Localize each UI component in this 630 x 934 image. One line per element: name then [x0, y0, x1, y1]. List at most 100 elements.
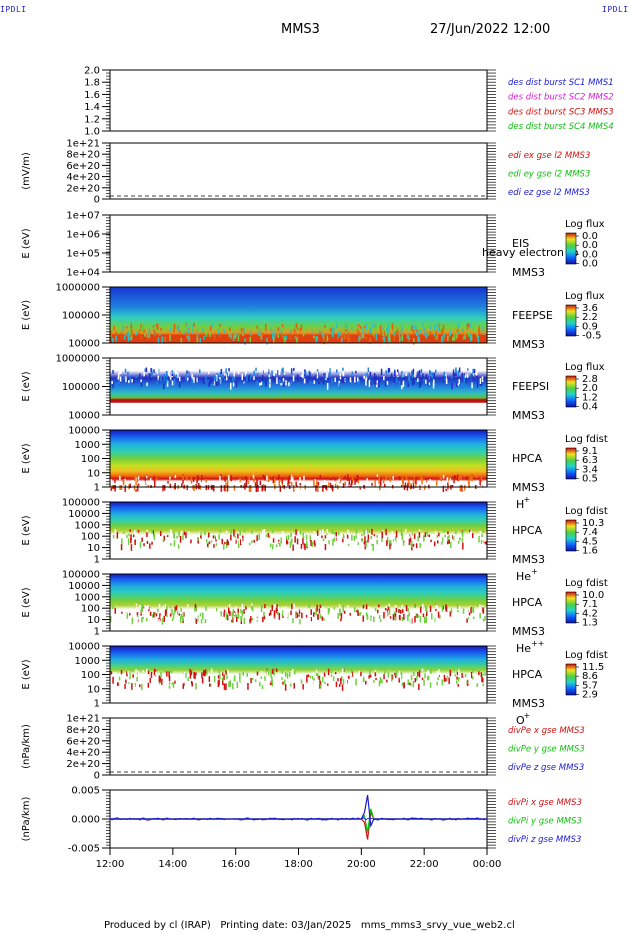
- texture-dot: [379, 619, 382, 623]
- texture-dot: [402, 477, 404, 483]
- texture-dot: [438, 674, 441, 677]
- legend-entry: des dist burst SC4 MMS4: [508, 122, 614, 132]
- texture-dot: [445, 540, 447, 546]
- instrument-name: FEEPSE: [512, 309, 553, 322]
- texture-dot: [153, 475, 156, 482]
- texture-dot: [253, 539, 255, 543]
- texture-dot: [357, 480, 360, 484]
- texture-dot: [370, 381, 372, 386]
- texture-dot: [258, 533, 260, 540]
- texture-dot: [196, 335, 199, 343]
- heatmap-feepse: [110, 287, 487, 343]
- texture-dot: [278, 479, 280, 486]
- texture-dot: [131, 683, 133, 690]
- texture-dot: [271, 605, 273, 611]
- texture-dot: [166, 605, 168, 610]
- texture-dot: [112, 535, 115, 539]
- texture-dot: [425, 379, 427, 384]
- texture-dot: [394, 613, 397, 620]
- colorbar-tick-label: 6.3: [582, 455, 598, 466]
- texture-dot: [419, 330, 422, 333]
- texture-dot: [448, 535, 450, 538]
- texture-dot: [401, 474, 403, 477]
- texture-dot: [272, 332, 274, 340]
- texture-dot: [126, 326, 128, 329]
- texture-dot: [369, 371, 372, 378]
- texture-dot: [176, 485, 178, 492]
- texture-dot: [467, 323, 470, 326]
- texture-dot: [371, 611, 374, 617]
- texture-dot: [436, 604, 438, 609]
- texture-dot: [164, 669, 166, 673]
- texture-dot: [425, 607, 428, 613]
- texture-dot: [274, 330, 276, 338]
- texture-dot: [440, 542, 443, 545]
- texture-dot: [441, 679, 443, 684]
- texture-dot: [313, 531, 315, 534]
- texture-dot: [276, 618, 278, 623]
- texture-dot: [445, 675, 447, 678]
- texture-dot: [146, 680, 149, 683]
- y-tick-label: 100: [81, 670, 100, 681]
- y-tick-label: 10: [87, 468, 100, 479]
- texture-dot: [205, 332, 208, 337]
- texture-dot: [454, 539, 457, 543]
- texture-dot: [110, 337, 112, 341]
- texture-dot: [288, 475, 291, 479]
- texture-dot: [476, 380, 479, 388]
- texture-dot: [213, 381, 215, 386]
- texture-dot: [370, 368, 372, 372]
- texture-dot: [147, 670, 150, 677]
- texture-dot: [188, 371, 190, 375]
- texture-dot: [318, 675, 320, 680]
- texture-dot: [275, 369, 277, 374]
- texture-dot: [213, 610, 216, 617]
- texture-dot: [459, 537, 461, 541]
- texture-dot: [180, 337, 183, 344]
- texture-dot: [217, 679, 219, 682]
- texture-dot: [399, 337, 401, 343]
- texture-dot: [135, 332, 138, 335]
- texture-dot: [358, 673, 361, 679]
- texture-dot: [259, 681, 261, 687]
- texture-dot: [229, 610, 231, 616]
- texture-dot: [427, 381, 429, 386]
- texture-dot: [236, 539, 239, 546]
- texture-dot: [410, 540, 413, 548]
- texture-dot: [481, 376, 484, 380]
- texture-dot: [415, 483, 417, 488]
- texture-dot: [281, 610, 284, 617]
- texture-dot: [329, 615, 332, 621]
- texture-dot: [369, 674, 372, 678]
- texture-dot: [304, 675, 307, 679]
- texture-dot: [394, 616, 397, 621]
- texture-dot: [130, 534, 132, 541]
- texture-dot: [412, 370, 414, 375]
- texture-dot: [129, 672, 131, 680]
- texture-dot: [315, 329, 317, 333]
- texture-dot: [256, 328, 258, 331]
- texture-dot: [419, 615, 422, 623]
- texture-dot: [199, 531, 202, 536]
- texture-dot: [249, 533, 251, 540]
- texture-dot: [225, 683, 227, 691]
- texture-dot: [322, 485, 324, 492]
- texture-dot: [170, 613, 172, 617]
- texture-dot: [236, 617, 238, 622]
- texture-dot: [149, 615, 151, 619]
- texture-dot: [481, 605, 484, 610]
- texture-dot: [213, 375, 215, 381]
- texture-dot: [251, 677, 254, 681]
- texture-dot: [261, 485, 263, 492]
- texture-dot: [316, 604, 318, 612]
- texture-dot: [111, 607, 113, 611]
- texture-dot: [290, 368, 293, 374]
- texture-dot: [326, 609, 328, 614]
- texture-dot: [190, 476, 193, 484]
- texture-dot: [323, 617, 325, 621]
- texture-dot: [195, 672, 197, 676]
- texture-dot: [204, 326, 206, 332]
- texture-dot: [465, 617, 467, 621]
- texture-dot: [140, 379, 143, 387]
- texture-dot: [219, 323, 221, 327]
